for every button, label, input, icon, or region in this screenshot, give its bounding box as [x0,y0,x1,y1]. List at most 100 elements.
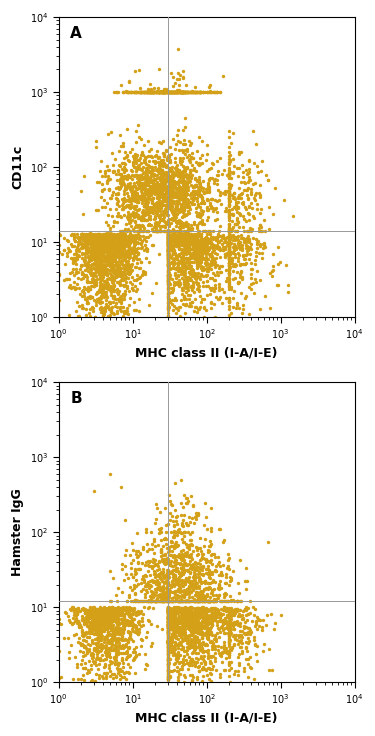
Point [213,607,219,619]
Point [249,615,255,627]
Point [120,244,126,256]
Point [109,605,115,617]
Point [240,221,246,233]
Point [56,269,62,280]
Point [188,538,194,550]
Point [208,602,214,614]
Point [121,238,127,250]
Point [166,589,172,601]
Point [184,594,190,606]
Point [179,198,185,210]
Point [172,610,178,622]
Point [226,623,232,635]
Point [128,164,134,176]
Point [102,305,108,316]
Point [166,267,172,279]
Point [118,634,124,645]
Point [165,244,171,256]
Point [174,232,180,244]
Point [165,635,171,647]
Point [121,241,127,252]
Point [236,208,242,219]
Point [135,557,141,569]
Point [194,610,200,622]
Point [166,239,172,251]
Point [183,238,189,250]
Point [217,86,223,98]
Point [180,551,186,563]
Point [169,623,175,635]
Point [121,280,127,292]
Point [165,612,171,623]
Point [223,652,229,664]
Point [194,279,200,291]
Point [113,654,119,666]
Point [226,225,232,237]
Point [83,228,89,240]
Point [115,632,121,644]
Point [119,615,125,626]
Point [105,240,111,252]
Point [233,218,239,230]
Point [147,86,153,98]
Point [180,71,186,83]
Point [155,163,161,175]
Point [159,164,165,176]
Point [213,611,219,623]
Point [216,242,222,254]
Point [252,620,258,632]
Point [131,235,137,247]
Point [91,615,97,626]
Point [119,255,125,267]
Point [176,629,182,641]
Point [167,595,173,607]
Point [208,668,214,680]
Point [158,166,164,177]
Point [159,86,165,98]
Point [144,86,150,98]
Point [181,230,187,241]
Point [179,233,185,244]
Point [254,623,260,634]
Point [184,564,190,576]
Point [210,637,216,648]
Point [77,233,83,245]
Point [93,280,99,291]
Point [132,667,138,679]
Point [231,187,237,199]
Point [192,86,198,98]
Point [144,198,150,210]
Point [148,526,154,537]
Point [122,305,128,317]
Point [256,219,262,231]
Point [230,260,236,272]
Point [148,181,154,193]
Point [180,86,186,98]
Point [176,262,182,274]
Point [135,623,141,634]
Point [168,149,174,160]
Point [101,269,107,280]
Point [104,289,110,300]
Point [179,612,185,624]
Point [188,626,194,638]
Point [184,616,190,628]
Point [200,225,206,237]
Point [177,603,183,615]
Point [217,152,223,164]
Point [194,622,200,634]
Point [183,279,189,291]
Point [182,189,188,201]
Point [226,645,232,657]
Point [165,564,171,576]
Point [194,615,200,626]
Point [133,199,139,211]
Point [175,524,181,536]
Point [178,247,184,258]
Point [127,629,133,640]
Point [87,302,93,314]
Point [114,615,120,626]
Point [123,235,129,247]
Point [179,553,185,565]
Point [237,554,243,566]
